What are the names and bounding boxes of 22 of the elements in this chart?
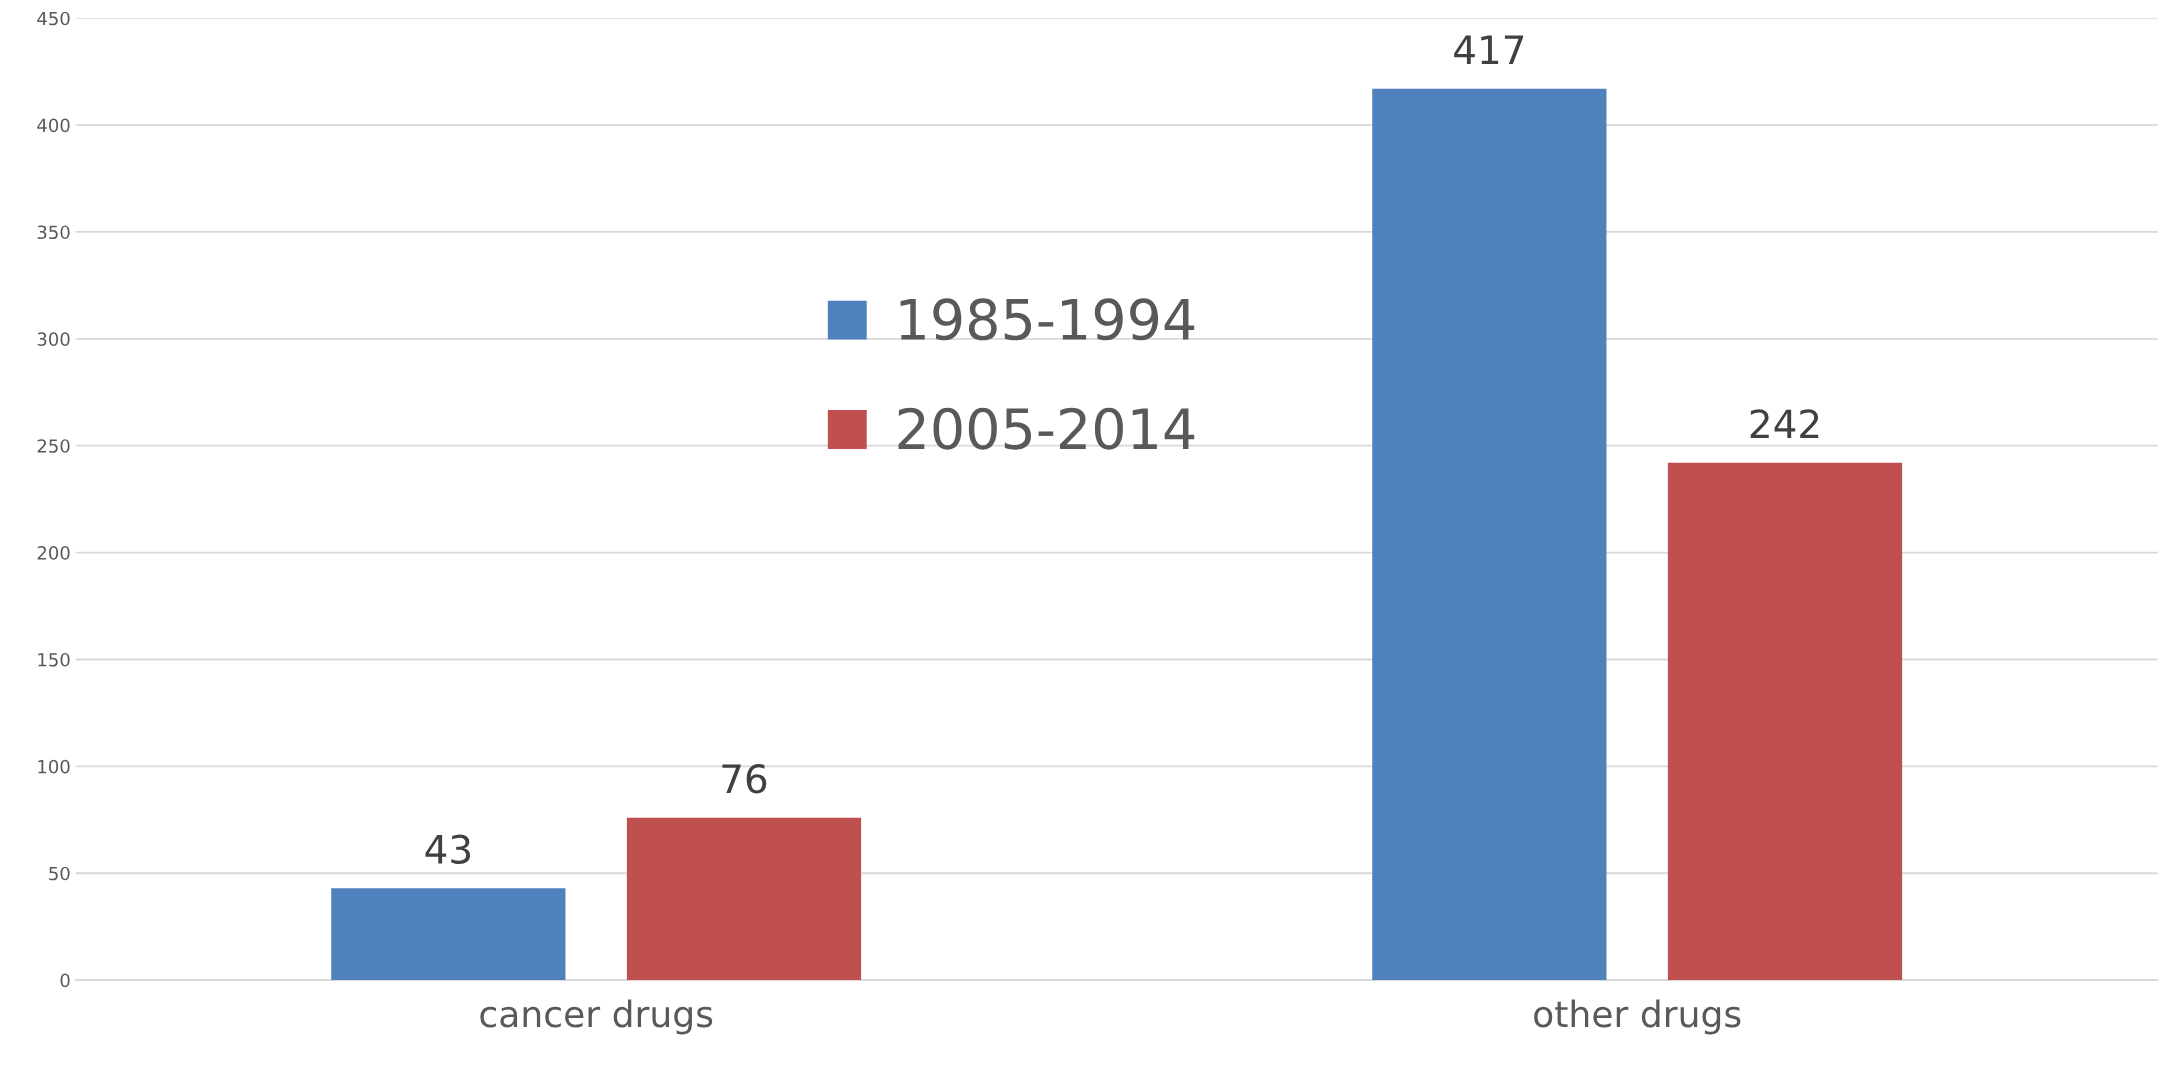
bar — [331, 888, 566, 981]
data-label: 43 — [425, 834, 470, 864]
y-tick-label: 150 — [38, 652, 70, 667]
legend-label: 2005-2014 — [898, 407, 1195, 450]
x-tick-label: cancer drugs — [480, 999, 713, 1035]
bar — [1372, 88, 1607, 981]
legend-label: 1985-1994 — [900, 298, 1195, 341]
y-tick-label: 400 — [37, 118, 70, 133]
bar — [626, 817, 862, 981]
data-label: 76 — [722, 764, 767, 794]
y-tick-label: 300 — [37, 332, 70, 346]
x-tick-label: other drugs — [1534, 999, 1741, 1035]
y-tick-label: 0 — [60, 973, 70, 988]
y-tick-label: 250 — [37, 439, 70, 453]
y-tick-label: 100 — [38, 759, 70, 774]
y-tick-label: 350 — [37, 225, 70, 240]
data-label: 417 — [1454, 35, 1524, 64]
bar — [1667, 462, 1903, 981]
y-tick-label: 450 — [37, 11, 70, 26]
data-label: 242 — [1750, 409, 1819, 439]
y-tick-label: 50 — [49, 866, 70, 881]
y-tick-label: 200 — [37, 546, 70, 560]
